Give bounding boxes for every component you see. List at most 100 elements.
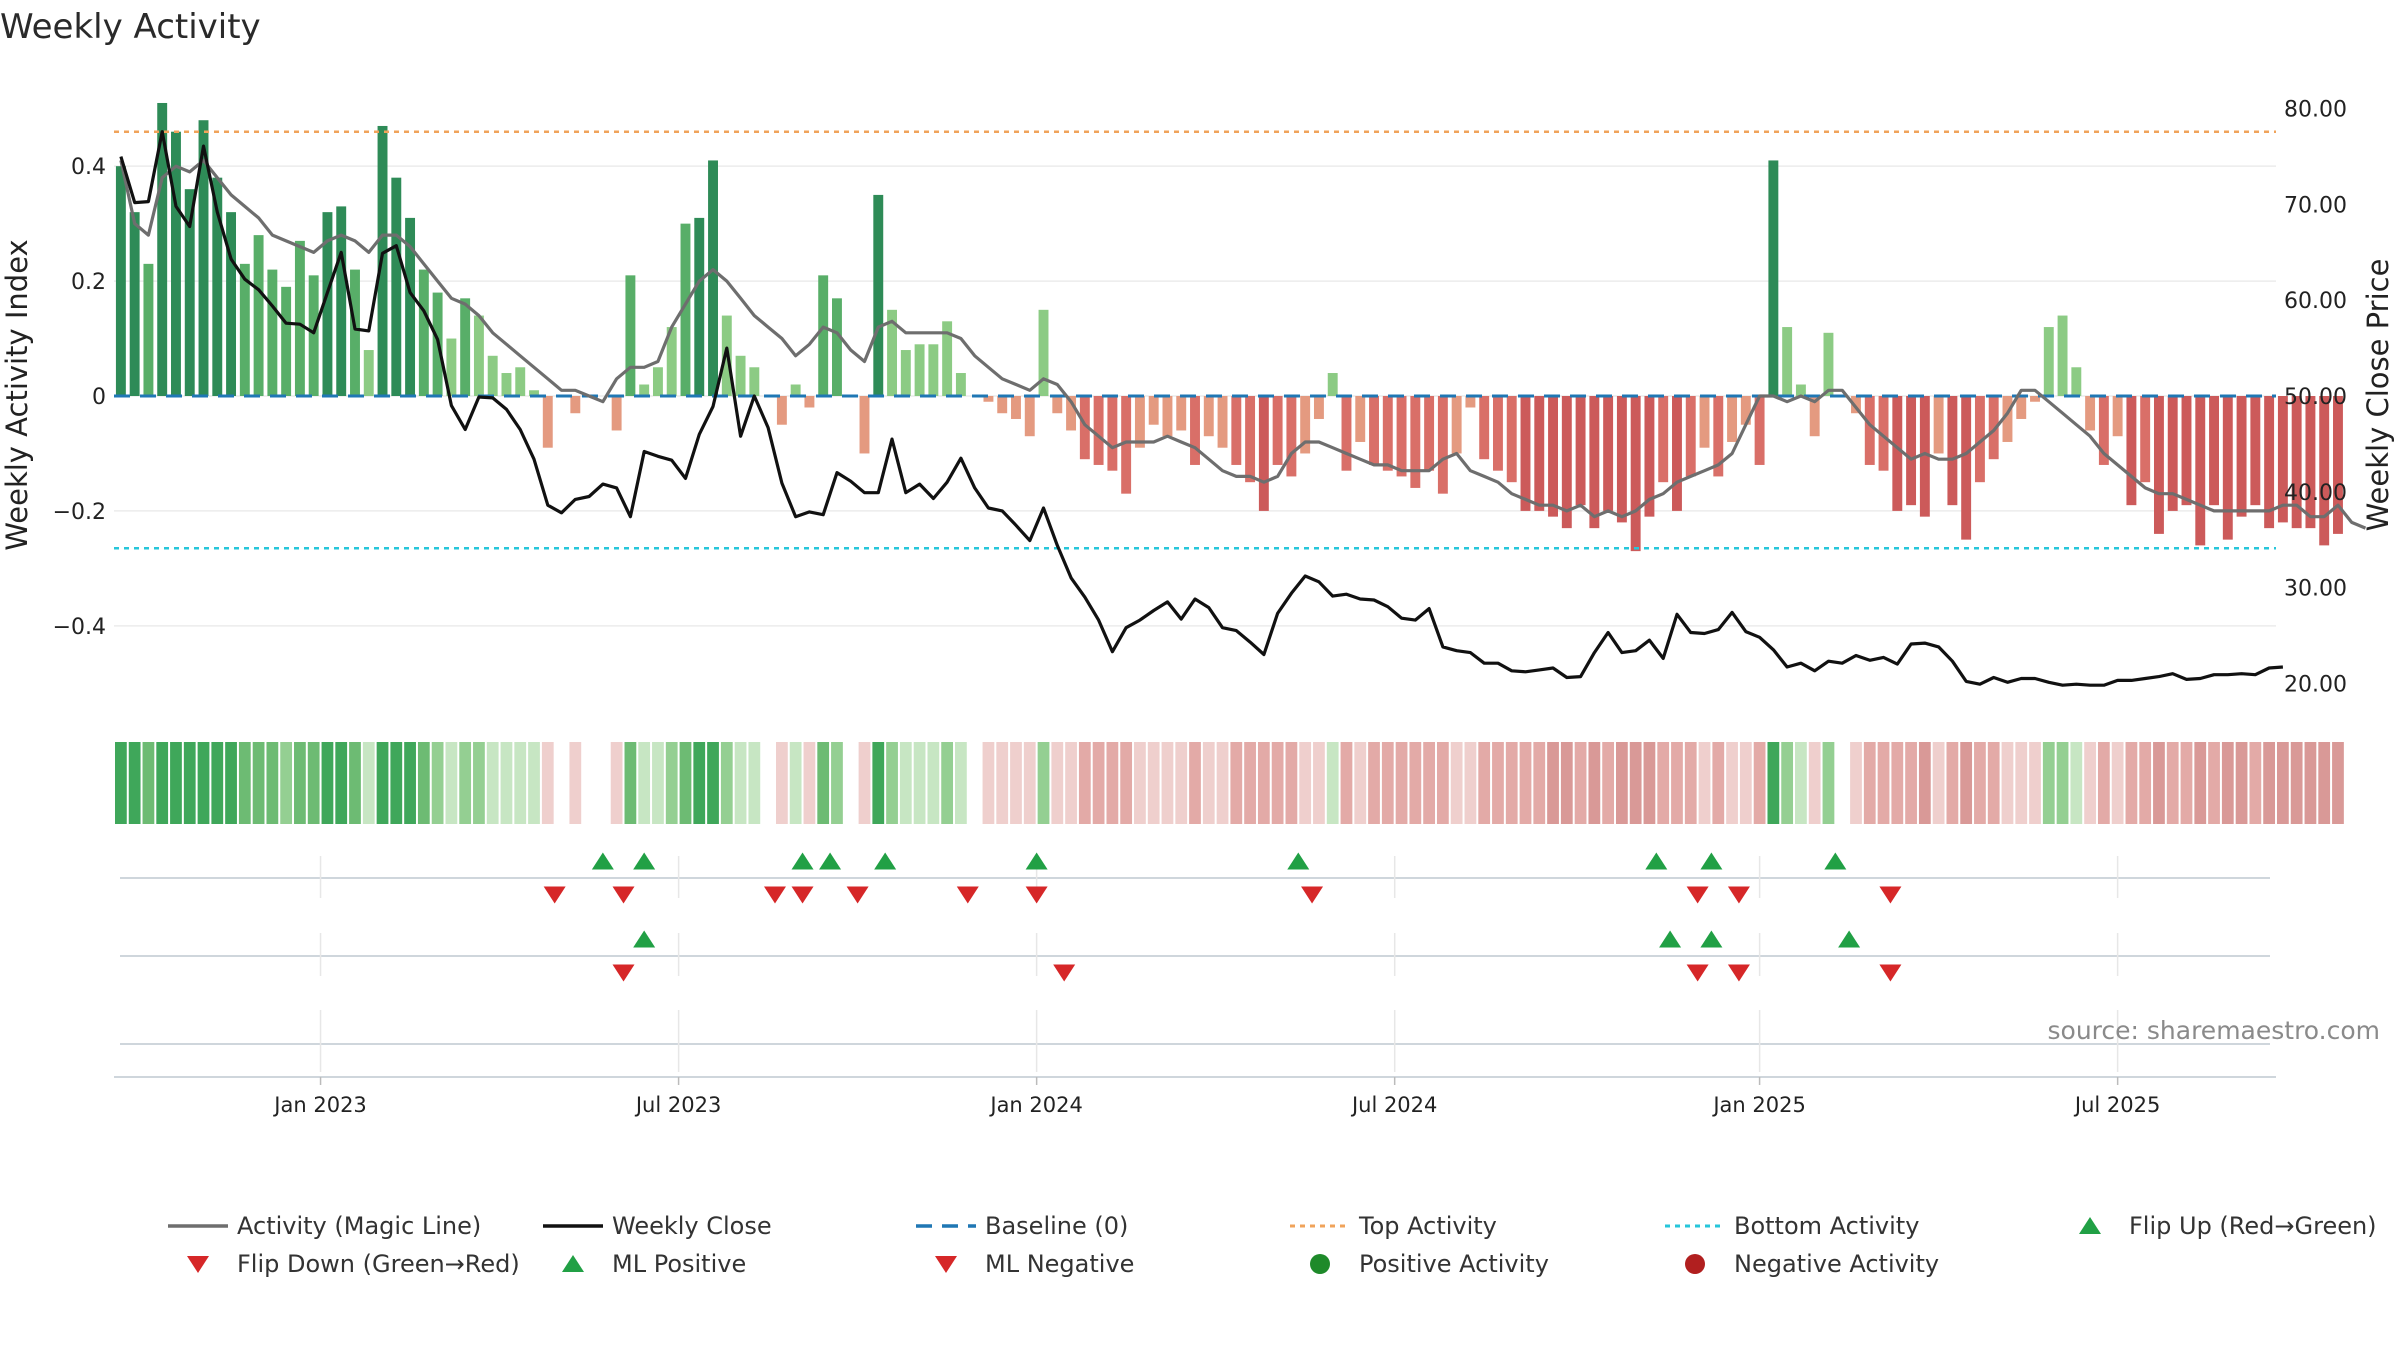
activity-bar <box>1231 396 1242 465</box>
activity-bar <box>1616 396 1627 523</box>
heat-cell <box>2194 742 2207 824</box>
right-tick-label: 60.00 <box>2284 289 2347 314</box>
activity-bar <box>1011 396 1021 419</box>
activity-bar <box>652 367 663 396</box>
heat-cell <box>266 742 279 824</box>
activity-bar <box>1823 332 1834 396</box>
heat-cell <box>1726 742 1738 824</box>
heat-cell <box>1643 742 1656 824</box>
activity-bar <box>873 194 884 396</box>
activity-bar <box>955 373 966 396</box>
heat-cell <box>913 742 926 824</box>
activity-bar <box>1465 396 1476 408</box>
activity-bar <box>1203 396 1214 437</box>
activity-bar <box>473 315 484 396</box>
activity-bar <box>1437 396 1448 494</box>
heat-cell <box>1946 742 1959 824</box>
activity-bar <box>1961 396 1972 540</box>
heat-cell <box>2235 742 2248 824</box>
left-axis-title: Weekly Activity Index <box>0 239 34 550</box>
heat-cell <box>1795 742 1807 824</box>
heat-cell <box>445 742 458 824</box>
ml-negative-marker <box>1025 886 1048 904</box>
ml-positive-marker <box>1645 852 1668 870</box>
activity-bar <box>1479 396 1490 460</box>
ml-positive-marker <box>791 852 814 870</box>
heat-cell <box>2097 742 2110 824</box>
activity-bar <box>143 263 154 396</box>
heat-cell <box>2111 742 2124 824</box>
heat-cell <box>2304 742 2317 824</box>
heat-cell <box>872 742 885 824</box>
legend-label: Flip Up (Red→Green) <box>2129 1212 2377 1240</box>
heat-cell <box>376 742 389 824</box>
activity-bar <box>198 120 209 396</box>
activity-bar <box>1851 396 1861 414</box>
weekly-close-series <box>119 130 2284 687</box>
activity-bar <box>1148 396 1159 425</box>
activity-bar <box>1658 396 1669 483</box>
heat-cell <box>2001 742 2014 824</box>
heat-cell <box>844 742 857 824</box>
heat-cell <box>1423 742 1435 824</box>
activity-bar <box>1410 396 1421 488</box>
heat-cell <box>197 742 210 824</box>
activity-bar <box>1107 396 1118 471</box>
activity-bar <box>267 269 278 396</box>
heat-cell <box>734 742 747 824</box>
heat-cell <box>2318 742 2331 824</box>
activity-bar <box>529 390 539 396</box>
ml-positive-marker <box>633 852 656 870</box>
heat-cell <box>624 742 637 824</box>
heat-cell <box>1974 742 1986 824</box>
activity-bar <box>2126 396 2137 506</box>
x-tick-label: Jul 2023 <box>634 1093 721 1117</box>
activity-bar <box>708 160 718 396</box>
heat-cell <box>1781 742 1794 824</box>
activity-bar <box>336 206 347 396</box>
heat-cell <box>1464 742 1477 824</box>
activity-bar <box>1093 396 1104 465</box>
x-tick-label: Jan 2024 <box>988 1093 1083 1117</box>
heat-cell <box>1065 742 1077 824</box>
ml-negative-marker <box>543 886 566 904</box>
activity-bar <box>184 189 195 396</box>
heat-cell <box>1175 742 1188 824</box>
ml-negative-marker <box>1879 886 1902 904</box>
activity-bar <box>818 275 829 396</box>
source-label: source: sharemaestro.com <box>2048 1016 2381 1045</box>
activity-bar <box>1740 396 1751 425</box>
heat-cell <box>886 742 898 824</box>
heat-cell <box>2290 742 2303 824</box>
flip-down-marker <box>1686 964 1709 982</box>
heat-cell <box>1698 742 1711 824</box>
activity-bar <box>542 396 553 448</box>
activity-bar <box>1699 396 1710 448</box>
heat-cell <box>349 742 361 824</box>
activity-bar <box>1727 396 1738 442</box>
activity-bar <box>281 286 292 396</box>
heat-cell <box>720 742 733 824</box>
heat-cell <box>500 742 513 824</box>
flip-up-marker <box>1838 930 1861 948</box>
activity-bar <box>2305 396 2316 529</box>
heat-cell <box>899 742 912 824</box>
flip-up-marker <box>1700 930 1723 948</box>
heat-cell <box>1216 742 1229 824</box>
heat-cell <box>789 742 802 824</box>
legend-label: Top Activity <box>1358 1212 1497 1240</box>
activity-bar <box>1300 396 1311 454</box>
activity-bar <box>1176 396 1187 431</box>
activity-bar <box>625 275 636 396</box>
activity-bar <box>129 212 140 396</box>
activity-bar <box>1355 396 1366 442</box>
heat-cell <box>1671 742 1683 824</box>
heat-cell <box>1381 742 1394 824</box>
activity-bar <box>639 384 650 396</box>
heat-cell <box>541 742 554 824</box>
activity-bar <box>1534 396 1545 511</box>
heat-cell <box>170 742 182 824</box>
activity-bar <box>2002 396 2013 442</box>
activity-bar <box>611 396 622 431</box>
activity-bar <box>2043 327 2054 396</box>
